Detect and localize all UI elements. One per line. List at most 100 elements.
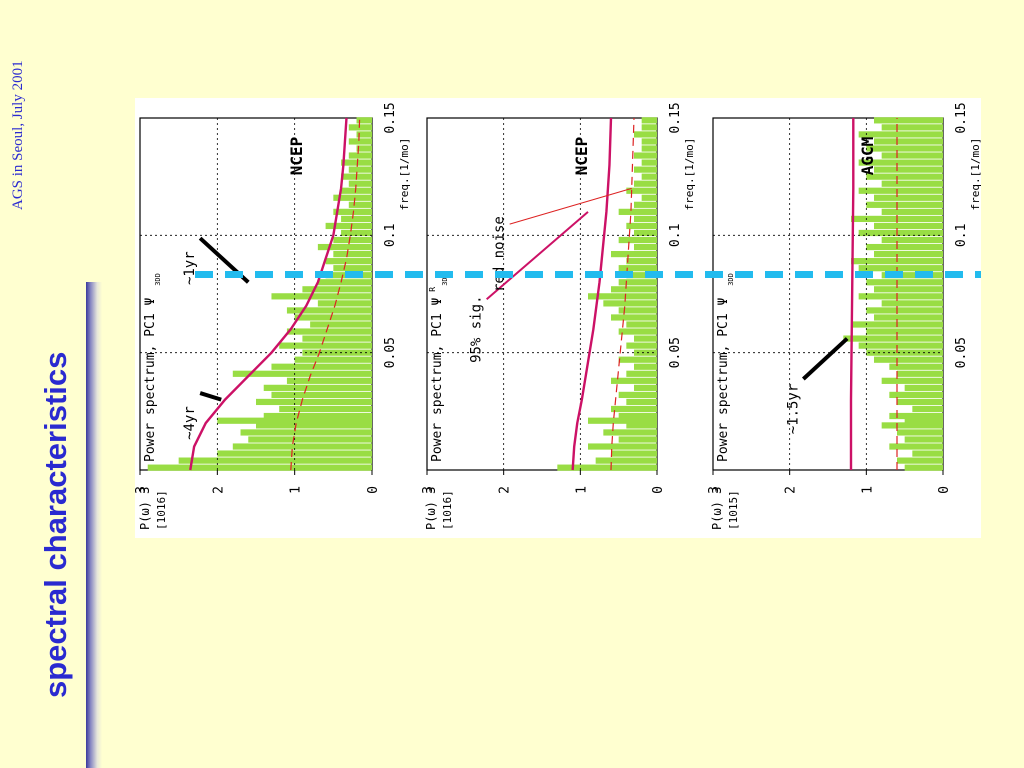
significance-line bbox=[189, 117, 348, 471]
spectrum-bar bbox=[904, 384, 943, 391]
spectrum-figure: 0 1 2 3 0.05 0.1 0.15 freq.[1/mo] NCEP Power spec… bbox=[135, 98, 981, 538]
spectrum-bar bbox=[881, 180, 943, 187]
spectrum-bar bbox=[217, 417, 372, 424]
panel-title: NCEP bbox=[572, 137, 591, 176]
spectrum-bar bbox=[618, 436, 657, 443]
spectrum-bar bbox=[618, 208, 657, 215]
spectrum-bar bbox=[881, 300, 943, 307]
spectrum-bar bbox=[271, 363, 372, 370]
spectrum-bar bbox=[881, 236, 943, 244]
spectrum-bar bbox=[348, 166, 372, 173]
spectrum-bar bbox=[302, 286, 372, 293]
power-tick-label: 3 bbox=[707, 486, 722, 494]
power-axis-label: P(ω) 3 bbox=[138, 487, 152, 530]
power-tick-label: 0 bbox=[937, 486, 952, 494]
spectrum-bar bbox=[271, 391, 372, 399]
power-tick-label: 2 bbox=[498, 486, 513, 494]
annotation-line bbox=[801, 337, 849, 381]
spectrum-bar bbox=[588, 417, 657, 424]
variable-subscript: 3DD bbox=[441, 273, 449, 286]
freq-tick-label: 0.15 bbox=[668, 102, 683, 133]
spectrum-bar bbox=[881, 377, 943, 384]
spectrum-bar bbox=[618, 236, 657, 244]
spectrum-bar bbox=[626, 272, 657, 279]
power-tick-label: 1 bbox=[574, 486, 589, 494]
freq-tick-label: 0.1 bbox=[383, 224, 398, 247]
variable-subscript: 3DD bbox=[154, 273, 162, 286]
spectrum-bar bbox=[897, 457, 943, 464]
power-axis-label: P(ω) 3 bbox=[424, 487, 438, 530]
spectrum-bar bbox=[325, 222, 372, 230]
spectrum-bar bbox=[634, 152, 657, 159]
spectrum-bar bbox=[626, 422, 657, 429]
annotation-line bbox=[509, 187, 632, 225]
freq-tick-label: 0.1 bbox=[668, 224, 683, 247]
freq-axis-label: freq.[1/mo] bbox=[683, 138, 696, 211]
spectrum-bar bbox=[588, 293, 657, 300]
freq-tick-label: 0.15 bbox=[954, 102, 969, 133]
title-accent-bar bbox=[86, 282, 102, 768]
spectrum-bar bbox=[641, 173, 657, 180]
power-unit-label: [1016] bbox=[441, 490, 454, 530]
spectrum-bar bbox=[178, 457, 372, 464]
spectrum-bar bbox=[912, 405, 943, 413]
spectrum-bar bbox=[626, 187, 657, 194]
spectrum-bar bbox=[889, 443, 943, 450]
variable-superscript: R bbox=[428, 287, 437, 292]
power-tick-label: 1 bbox=[860, 486, 875, 494]
spectrum-bar bbox=[294, 356, 372, 363]
spectrum-bar bbox=[294, 314, 372, 321]
spectrum-bar bbox=[626, 222, 657, 230]
spectrum-bar bbox=[874, 194, 943, 201]
spectrum-bar bbox=[858, 229, 943, 237]
spectrum-bar bbox=[634, 131, 657, 138]
spectrum-bar bbox=[356, 145, 372, 152]
spectrum-bar bbox=[626, 370, 657, 377]
power-tick-label: 2 bbox=[211, 486, 226, 494]
spectrum-bar bbox=[611, 377, 657, 384]
spectrum-bar bbox=[557, 464, 657, 471]
power-axis-label: P(ω) 3 bbox=[710, 487, 724, 530]
spectrum-bar bbox=[256, 398, 372, 406]
spectrum-bar bbox=[232, 443, 372, 450]
power-unit-label: [1016] bbox=[155, 490, 168, 530]
spectrum-bar bbox=[641, 159, 657, 166]
spectrum-bar bbox=[866, 279, 943, 286]
spectrum-bar bbox=[603, 300, 657, 307]
spectrum-bar bbox=[626, 321, 657, 328]
significance-line bbox=[571, 117, 613, 471]
spectrum-bar bbox=[595, 457, 657, 464]
power-tick-label: 1 bbox=[289, 486, 304, 494]
spectrum-bar bbox=[618, 328, 657, 335]
spectrum-bar bbox=[611, 314, 657, 321]
spectrum-bar bbox=[874, 117, 943, 124]
spectrum-bar bbox=[897, 398, 943, 406]
spectrum-bar bbox=[904, 464, 943, 471]
spectrum-bar bbox=[603, 429, 657, 436]
spectrum-bar bbox=[279, 405, 372, 413]
spectrum-bar bbox=[263, 384, 372, 391]
spectrum-bar bbox=[634, 201, 657, 208]
power-tick-label: 3 bbox=[421, 486, 436, 494]
red-noise-line bbox=[290, 117, 361, 471]
spectrum-bar bbox=[333, 251, 372, 258]
power-tick-label: 3 bbox=[135, 486, 149, 494]
spectrum-bar bbox=[881, 208, 943, 215]
spectrum-bar bbox=[317, 243, 372, 251]
spectrum-bar bbox=[881, 422, 943, 429]
spectrum-bar bbox=[302, 335, 372, 342]
spectrum-bar bbox=[618, 279, 657, 286]
spectrum-bar bbox=[325, 258, 372, 265]
slide-title: spectral characteristics bbox=[38, 351, 73, 698]
annotation-label: red noise bbox=[492, 216, 508, 292]
spectrum-bar bbox=[641, 145, 657, 152]
plot-label: Power spectrum, PC1 Ψ bbox=[143, 297, 158, 462]
spectrum-bar bbox=[348, 180, 372, 187]
spectrum-bar bbox=[611, 450, 657, 457]
spectrum-bar bbox=[147, 464, 372, 471]
spectrum-bar bbox=[874, 222, 943, 230]
spectrum-bar bbox=[858, 265, 943, 272]
spectrum-bar bbox=[897, 429, 943, 436]
spectrum-bar bbox=[618, 265, 657, 272]
